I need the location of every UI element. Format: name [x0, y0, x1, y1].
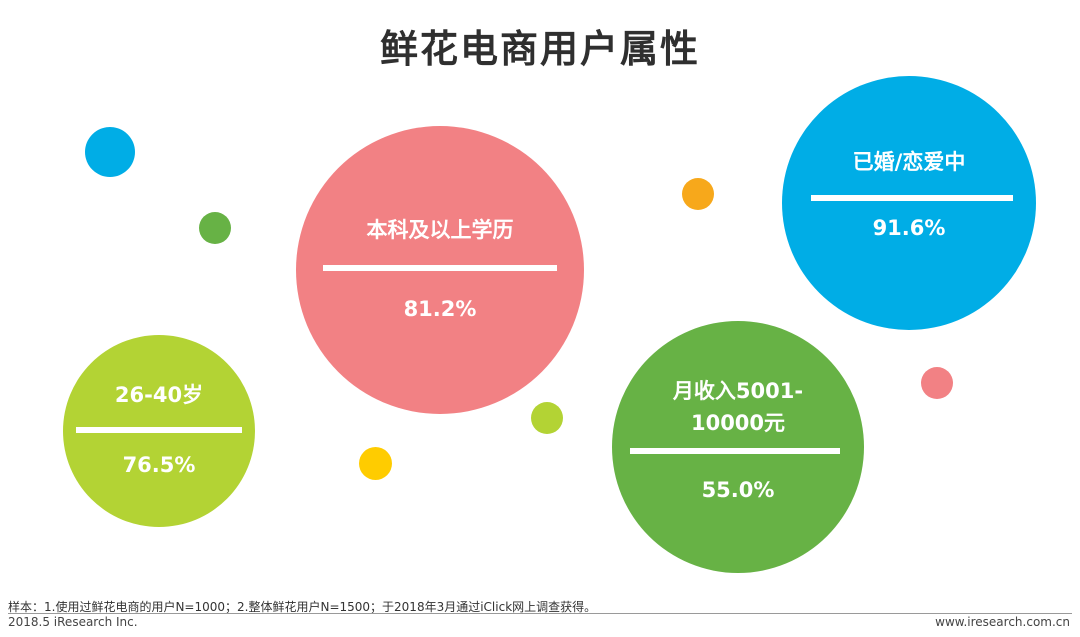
bubble-married	[782, 76, 1036, 330]
decor-dot-yellow	[359, 447, 392, 480]
sample-note: 样本：1.使用过鲜花电商的用户N=1000；2.整体鲜花用户N=1500；于20…	[8, 600, 597, 614]
bubble-age-value: 76.5%	[122, 453, 196, 477]
bubble-married-label: 已婚/恋爱中	[852, 150, 966, 174]
decor-dot-orange	[682, 178, 714, 210]
decor-dot-pink	[921, 367, 953, 399]
bubble-age-label: 26-40岁	[114, 383, 204, 407]
footer-divider	[8, 613, 1072, 614]
bubble-income-label: 月收入5001- 10000元	[672, 379, 804, 435]
bubble-income-value: 55.0%	[701, 478, 775, 502]
bubble-education-label: 本科及以上学历	[366, 218, 514, 242]
decor-dot-blue	[85, 127, 135, 177]
bubble-income-divider	[630, 448, 840, 454]
bubble-married-divider	[811, 195, 1013, 201]
bubble-education-value: 81.2%	[403, 297, 477, 321]
bubble-income	[612, 321, 864, 573]
website-link[interactable]: www.iresearch.com.cn	[935, 615, 1070, 629]
decor-dot-green	[199, 212, 231, 244]
page-title: 鲜花电商用户属性	[379, 27, 700, 71]
bubble-married-value: 91.6%	[872, 216, 946, 240]
copyright-text: 2018.5 iResearch Inc.	[8, 615, 138, 629]
bubble-education-divider	[323, 265, 557, 271]
bubble-age-divider	[76, 427, 242, 433]
decor-dot-lime	[531, 402, 563, 434]
